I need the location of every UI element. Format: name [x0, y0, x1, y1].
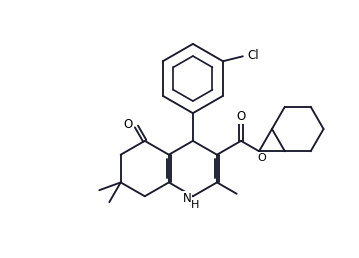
Text: N: N — [183, 192, 191, 205]
Text: O: O — [236, 110, 246, 123]
Text: H: H — [191, 200, 199, 210]
Text: Cl: Cl — [247, 49, 258, 62]
Text: O: O — [123, 118, 132, 131]
Text: O: O — [258, 153, 266, 163]
